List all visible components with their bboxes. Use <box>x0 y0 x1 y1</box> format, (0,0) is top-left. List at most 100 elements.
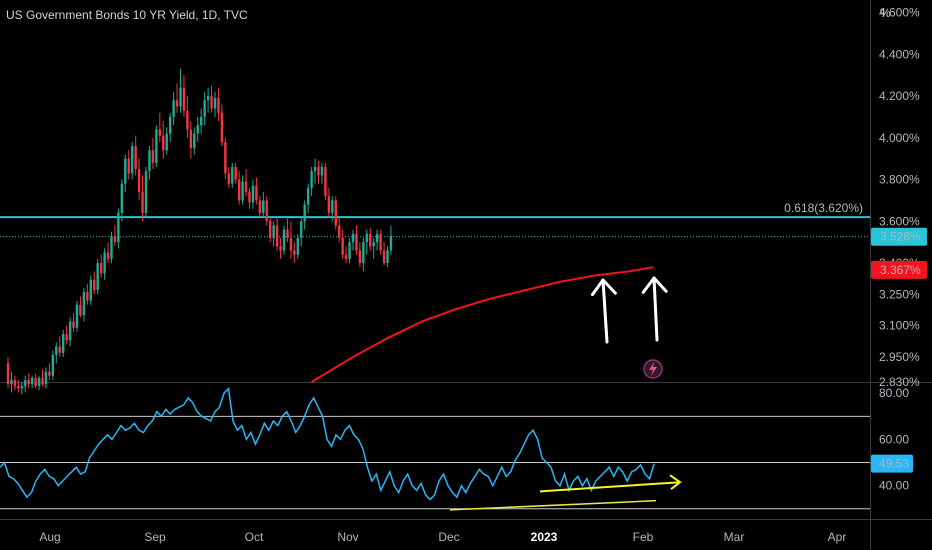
candle-body <box>344 254 348 259</box>
x-tick-label: Oct <box>245 530 264 544</box>
candle-body <box>172 100 175 117</box>
candle-body <box>158 129 161 136</box>
candle-body <box>106 252 110 259</box>
candle-body <box>275 225 279 247</box>
candle-body <box>362 242 365 264</box>
candle-body <box>258 200 262 213</box>
candle-body <box>6 363 10 385</box>
candle-body <box>34 377 37 387</box>
candle-body <box>306 187 310 205</box>
candle-body <box>41 377 44 385</box>
price-label-text: 3.526% <box>880 230 921 244</box>
candle-body <box>300 221 303 238</box>
candle-body <box>68 321 72 341</box>
price-label-box <box>871 227 927 246</box>
candle-body <box>96 263 99 291</box>
y-tick-label: 4.200% <box>879 89 920 103</box>
candle-body <box>265 200 268 222</box>
candle-body <box>179 87 182 107</box>
candle-body <box>99 263 103 274</box>
candle-body <box>379 233 382 251</box>
candle-body <box>227 173 230 184</box>
candle-body <box>286 229 289 238</box>
candle-body <box>206 96 210 101</box>
candle-body <box>193 133 196 149</box>
y-tick-label: 3.250% <box>879 287 920 301</box>
candle-body <box>244 181 248 193</box>
candle-body <box>24 379 27 387</box>
candle-body <box>355 233 358 251</box>
x-tick-label: Dec <box>438 530 459 544</box>
candle-body <box>44 371 48 385</box>
x-tick-label: Mar <box>724 530 745 544</box>
candle-body <box>127 158 130 174</box>
candle-body <box>110 235 113 259</box>
candle-body <box>155 129 158 163</box>
candle-body <box>30 377 34 385</box>
candle-body <box>120 183 124 213</box>
candle-body <box>17 386 20 389</box>
rsi-value-box <box>871 454 913 473</box>
candle-body <box>310 171 313 188</box>
rsi-tick-label: 60.00 <box>879 432 909 446</box>
candle-body <box>144 171 148 213</box>
candle-body <box>93 279 96 291</box>
candle-body <box>213 98 217 109</box>
x-tick-label: Nov <box>337 530 358 544</box>
candle-body <box>386 250 389 264</box>
x-tick-label: Feb <box>633 530 654 544</box>
rsi-tick-label: 80.00 <box>879 386 909 400</box>
candle-body <box>289 237 293 251</box>
candle-body <box>372 242 375 247</box>
candle-body <box>175 100 179 107</box>
x-tick-label: Sep <box>144 530 166 544</box>
candle-body <box>137 169 141 193</box>
candle-body <box>62 333 65 353</box>
candle-body <box>103 252 106 274</box>
candle-body <box>237 179 241 201</box>
rsi-tick-label: 40.00 <box>879 479 909 493</box>
candle-body <box>358 250 362 264</box>
divergence-line <box>449 499 657 511</box>
candle-body <box>186 110 189 130</box>
x-tick-label: Apr <box>828 530 847 544</box>
candle-body <box>251 185 255 203</box>
ma-label-box <box>871 260 927 279</box>
candle-body <box>72 321 75 328</box>
candle-body <box>48 371 51 376</box>
fib-level-label: 0.618(3.620%) <box>784 201 863 215</box>
candle-body <box>296 237 299 255</box>
candle-body <box>389 235 393 251</box>
candle-body <box>13 379 17 387</box>
candle-body <box>196 125 199 134</box>
candle-body <box>351 233 355 243</box>
candle-body <box>79 304 82 316</box>
candle-body <box>327 196 331 213</box>
candle-body <box>210 96 213 109</box>
candle-body <box>131 146 134 174</box>
candle-body <box>117 212 120 243</box>
candle-body <box>348 242 351 259</box>
candle-body <box>303 204 306 222</box>
y-tick-label: 4.000% <box>879 131 920 145</box>
candle-body <box>20 386 23 389</box>
candle-body <box>141 192 144 213</box>
candle-body <box>148 150 151 172</box>
candle-body <box>55 346 58 355</box>
candle-body <box>324 166 327 197</box>
y-tick-label: 2.830% <box>879 375 920 389</box>
trend-arrow-shaft <box>539 481 681 493</box>
ma-label-text: 3.367% <box>880 263 921 277</box>
candle-body <box>89 279 92 301</box>
candle-body <box>27 379 30 385</box>
candle-body <box>124 158 127 184</box>
candle-body <box>189 129 193 149</box>
candle-body <box>10 379 13 385</box>
y-tick-label: 2.950% <box>879 350 920 364</box>
x-tick-label: 2023 <box>531 530 558 544</box>
annotation-arrow-right-head <box>641 276 668 294</box>
candle-body <box>234 166 237 180</box>
candle-body <box>134 146 137 170</box>
candle-body <box>203 100 206 117</box>
